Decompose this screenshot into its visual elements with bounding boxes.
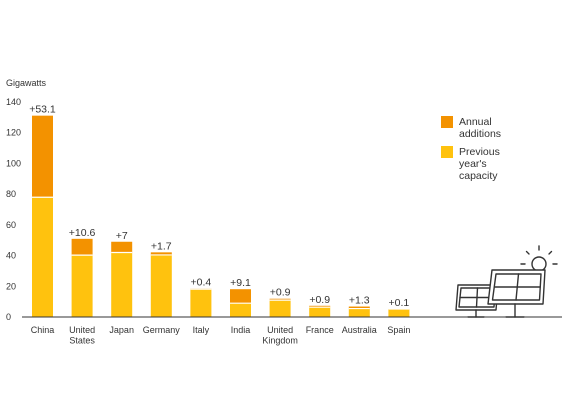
bar-annual-addition	[309, 305, 331, 308]
category-label: Italy	[193, 325, 210, 335]
data-label: +9.1	[230, 277, 251, 289]
y-tick-label: 100	[6, 158, 21, 168]
category-label: India	[231, 325, 251, 335]
legend-annual-additions-label: additions	[459, 128, 501, 140]
y-tick-label: 20	[6, 281, 16, 291]
legend-previous-capacity-swatch	[441, 146, 453, 158]
sun-icon	[520, 245, 558, 272]
bar-annual-addition	[111, 241, 133, 253]
legend-annual-additions-label: Annual	[459, 116, 492, 128]
bar-previous-capacity	[388, 309, 410, 317]
bar-previous-capacity	[32, 197, 53, 317]
bar-previous-capacity	[150, 254, 172, 317]
bars: +53.1 +10.6 +7 +1.7 +0.4 +9.1 +0.9 +0.9 +1.3 +0.1	[29, 104, 409, 317]
bar-previous-capacity	[111, 252, 133, 317]
y-tick-label: 60	[6, 220, 16, 230]
category-label: China	[31, 325, 55, 335]
bar-previous-capacity	[190, 289, 212, 317]
y-tick-label: 140	[6, 97, 21, 107]
data-label: +0.9	[309, 294, 330, 306]
data-label: +53.1	[29, 104, 56, 116]
category-label: France	[306, 325, 334, 335]
category-label: Australia	[342, 325, 377, 335]
bar-previous-capacity	[269, 300, 291, 317]
data-label: +0.4	[191, 277, 212, 289]
y-tick-label: 40	[6, 251, 16, 261]
bar-annual-addition	[32, 115, 53, 198]
bar-annual-addition	[348, 306, 370, 309]
category-label: Japan	[109, 325, 134, 335]
legend-previous-capacity-label: year's	[459, 158, 487, 170]
y-tick-label: 120	[6, 128, 21, 138]
data-label: +7	[116, 230, 128, 242]
category-label: States	[69, 336, 95, 346]
bar-annual-addition	[150, 252, 172, 255]
bar-previous-capacity	[309, 307, 331, 317]
category-label: Spain	[387, 325, 410, 335]
bar-previous-capacity	[71, 255, 93, 317]
category-label: United	[69, 325, 95, 335]
y-tick-label: 80	[6, 189, 16, 199]
category-label: United	[267, 325, 293, 335]
bar-annual-addition	[269, 298, 291, 301]
bar-previous-capacity	[348, 308, 370, 317]
legend-previous-capacity-label: Previous	[459, 146, 500, 158]
bar-annual-addition	[71, 238, 93, 256]
data-label: +0.9	[270, 287, 291, 299]
category-label: Germany	[143, 325, 181, 335]
y-axis-title: Gigawatts	[6, 78, 47, 88]
legend-previous-capacity-label: capacity	[459, 170, 498, 182]
y-axis: 0 20 40 60 80 100 120 140	[6, 97, 21, 322]
data-label: +1.7	[151, 240, 172, 252]
y-tick-label: 0	[6, 312, 11, 322]
front-solar-panel-icon	[487, 269, 546, 318]
data-label: +1.3	[349, 295, 370, 307]
solar-panels-with-sun-icon	[455, 245, 558, 318]
bar-previous-capacity	[230, 303, 251, 317]
data-label: +0.1	[389, 297, 410, 309]
bar-annual-addition	[230, 289, 251, 304]
data-label: +10.6	[69, 227, 96, 239]
category-label: Kingdom	[262, 336, 298, 346]
legend-annual-additions-swatch	[441, 116, 453, 128]
